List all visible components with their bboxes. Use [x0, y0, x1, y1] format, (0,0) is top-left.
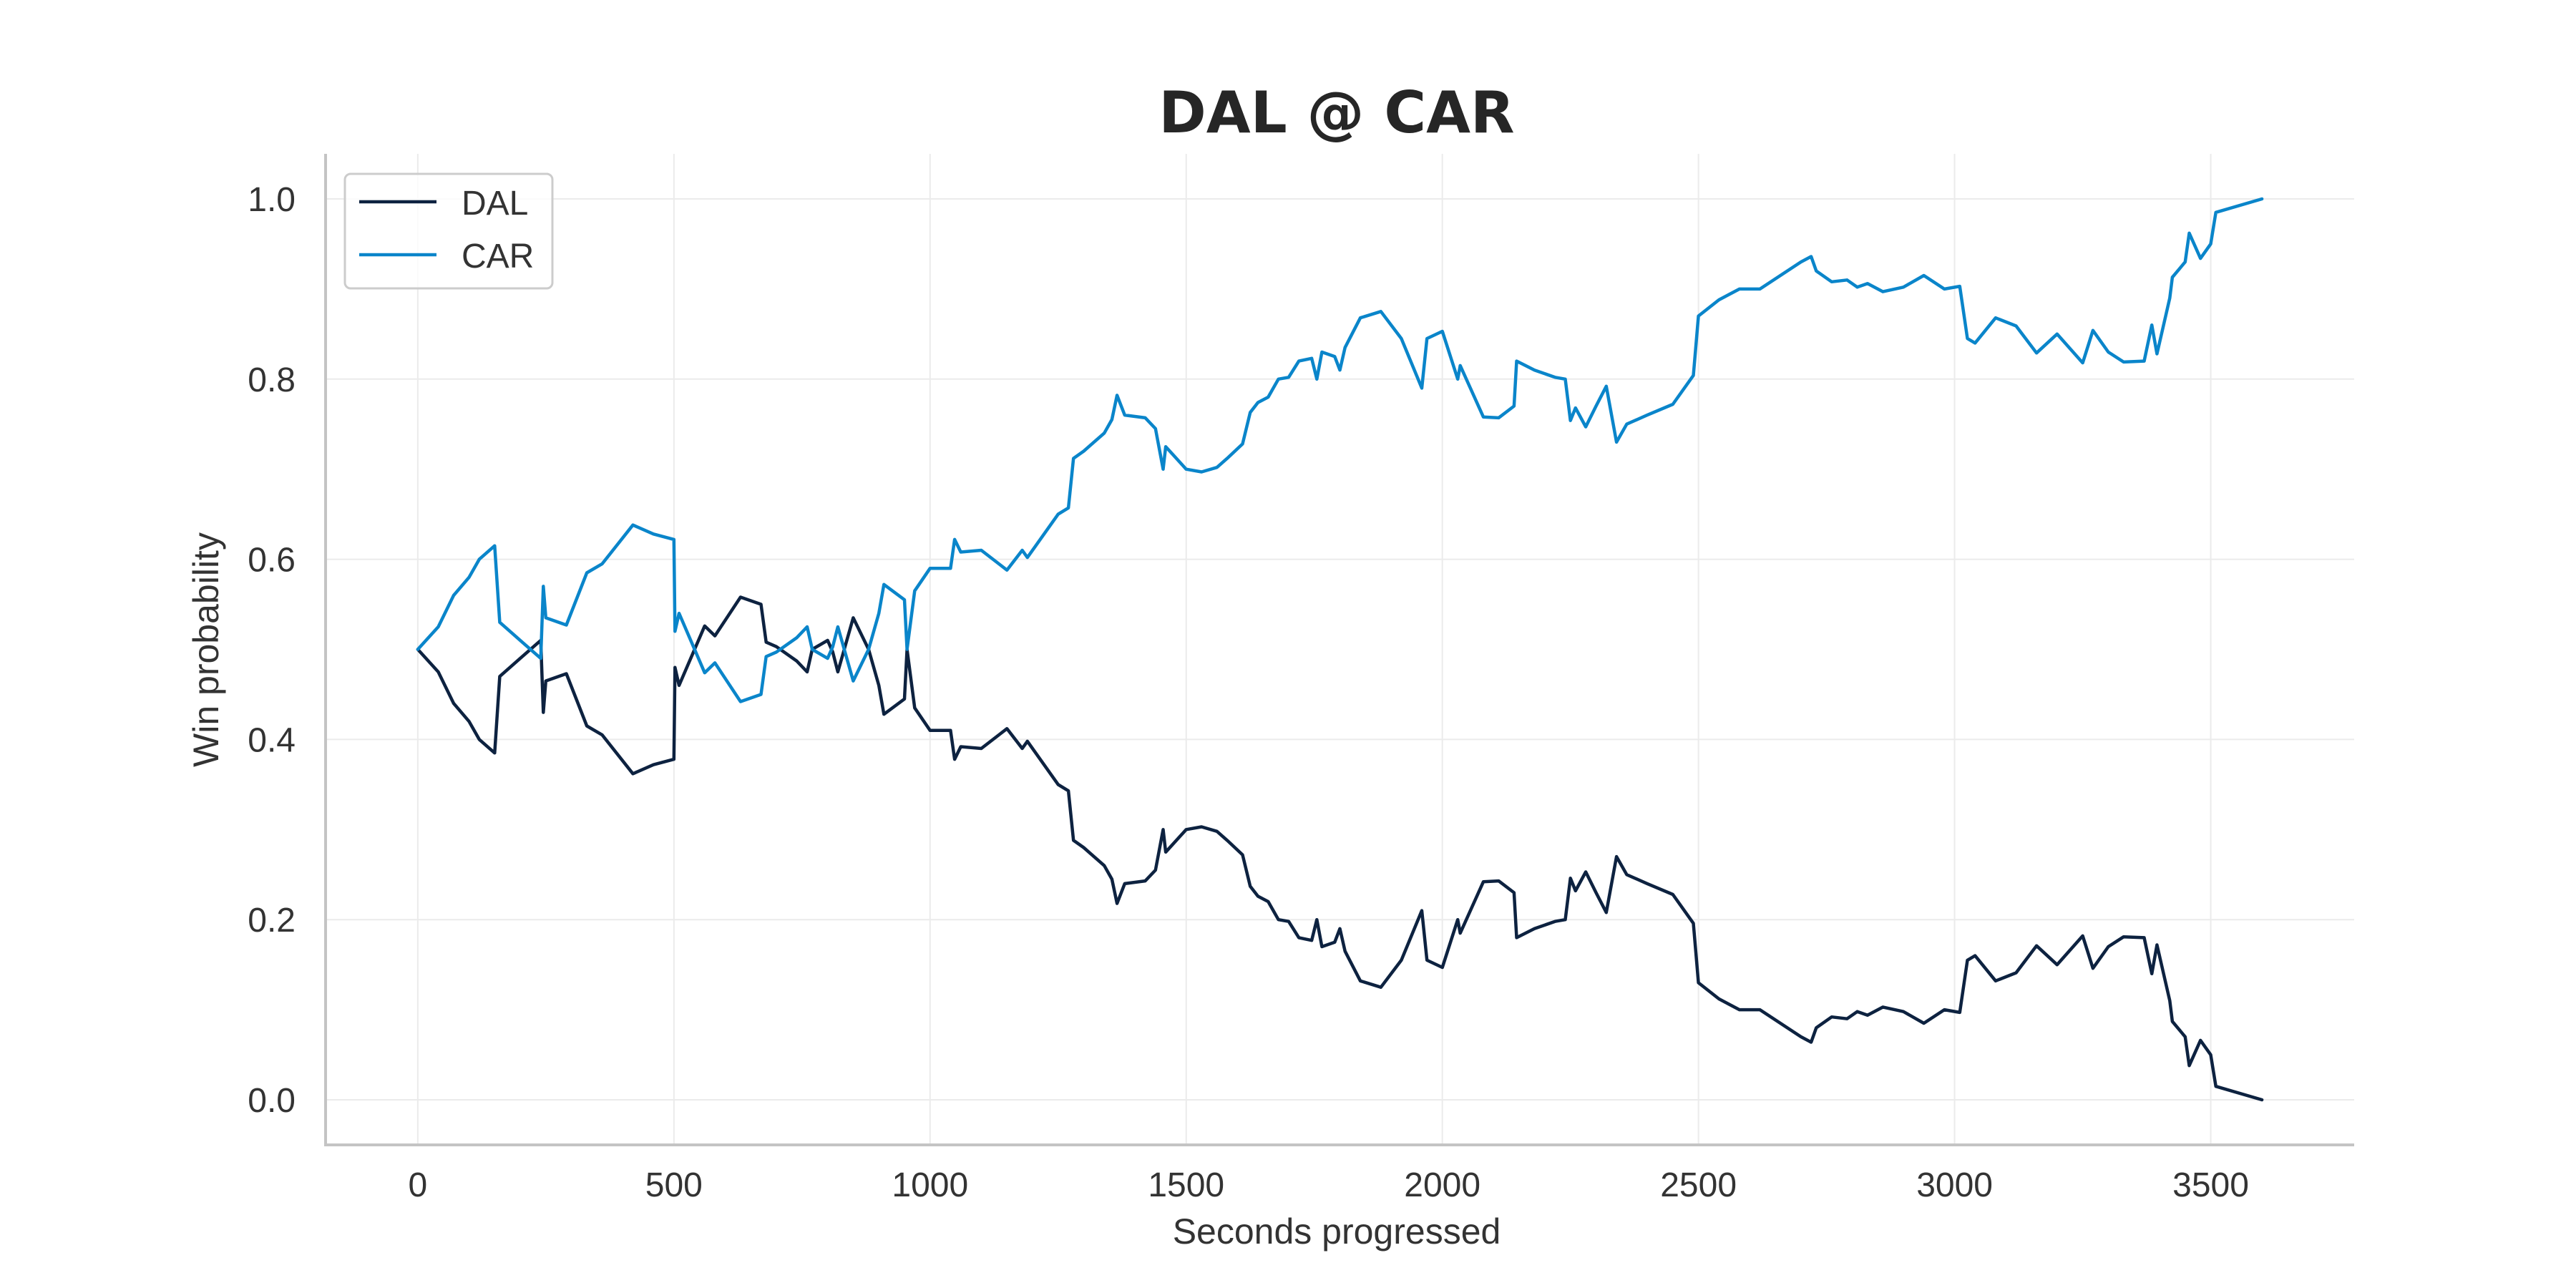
chart-title: DAL @ CAR [1158, 79, 1514, 146]
x-tick-label: 500 [645, 1166, 703, 1204]
y-tick-label: 0.0 [248, 1082, 296, 1120]
y-axis-label: Win probability [186, 532, 226, 767]
y-tick-label: 1.0 [248, 181, 296, 219]
x-tick-label: 0 [409, 1166, 428, 1204]
x-tick-label: 1000 [892, 1166, 968, 1204]
axis-spines [324, 154, 2354, 1146]
tick-labels: 0 500 1000 1500 2000 2500 3000 3500 0.0 0.2 0.4 0.6… [248, 181, 2249, 1204]
series-line-dal [416, 595, 2264, 1102]
grid [326, 154, 2354, 1145]
y-tick-label: 0.4 [248, 721, 296, 759]
y-tick-label: 0.6 [248, 542, 296, 580]
legend-label-car: CAR [462, 238, 534, 275]
y-tick-label: 0.8 [248, 361, 296, 399]
y-tick-label: 0.2 [248, 902, 296, 940]
series-lines [416, 197, 2264, 1102]
legend-label-dal: DAL [462, 185, 528, 223]
legend: DAL CAR [343, 172, 554, 290]
x-tick-label: 2500 [1660, 1166, 1737, 1204]
x-tick-label: 3000 [1916, 1166, 1993, 1204]
x-axis-label: Seconds progressed [1173, 1211, 1501, 1252]
x-tick-label: 1500 [1148, 1166, 1224, 1204]
series-line-car [416, 197, 2264, 703]
x-tick-label: 2000 [1404, 1166, 1480, 1204]
x-tick-label: 3500 [2172, 1166, 2249, 1204]
